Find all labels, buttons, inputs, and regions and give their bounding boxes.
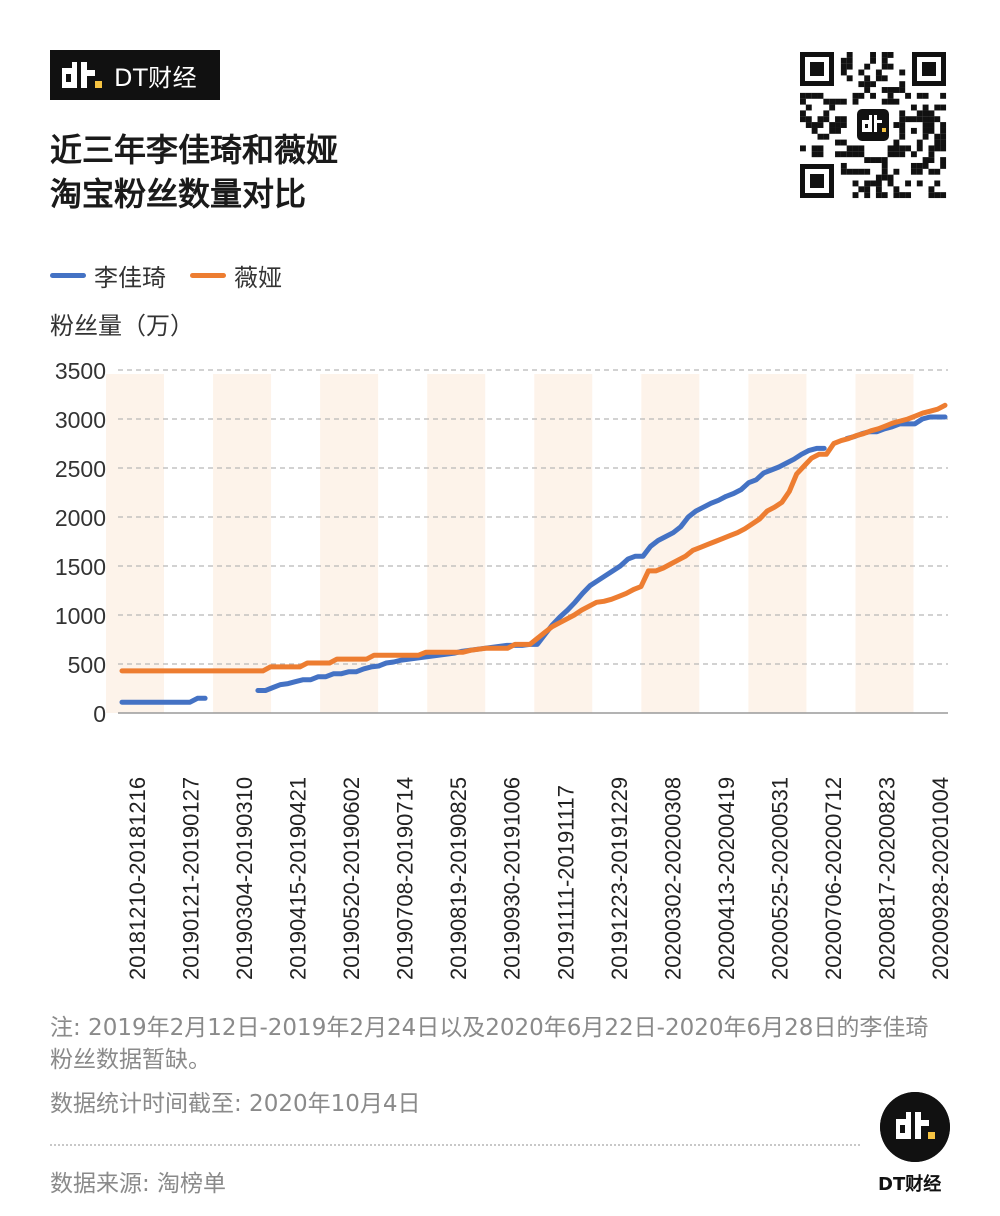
legend-item-viya: 薇娅 [190,258,282,293]
line-chart: 0 500 1000 1500 2000 2500 3000 3500 20181210-20… [55,358,953,980]
y-tick-label: 1500 [55,554,106,580]
dt-logo-icon [62,62,102,88]
legend-item-lijiaqi: 李佳琦 [50,258,166,293]
background-band [748,374,807,713]
dt-round-logo-icon [880,1092,950,1162]
x-tick-label: 20200928-20201004 [928,777,953,980]
background-band [427,374,486,713]
chart-legend: 李佳琦 薇娅 [50,258,306,293]
legend-label-lijiaqi: 李佳琦 [94,264,166,292]
x-tick-label: 20191223-20191229 [607,777,632,980]
qr-finder-bottom-left [800,164,834,198]
data-source: 数据来源: 淘榜单 [50,1171,227,1197]
legend-swatch-lijiaqi [50,273,86,278]
chart-title: 近三年李佳琦和薇娅 淘宝粉丝数量对比 [50,128,338,216]
x-tick-label: 20200302-20200308 [660,777,685,980]
qr-finder-top-left [800,52,834,86]
x-tick-label: 20190930-20191006 [500,777,525,980]
series-lines [119,402,948,705]
qr-code [798,50,948,200]
y-tick-label: 500 [68,652,106,678]
cutoff-note: 数据统计时间截至: 2020年10月4日 [50,1091,421,1117]
x-tick-label: 20190520-20190602 [339,777,364,980]
x-tick-label: 20200817-20200823 [874,777,899,980]
y-tick-label: 2500 [55,456,106,482]
legend-swatch-viya [190,273,226,278]
qr-pattern [800,52,947,199]
background-bands [106,374,914,713]
gap-note: 注: 2019年2月12日-2019年2月24日以及2020年6月22日-202… [50,1015,929,1073]
x-tick-label: 20190708-20190714 [393,777,418,980]
footer-logo-caption: DT财经 [878,1174,942,1195]
y-tick-label: 3000 [55,407,106,433]
y-tick-label: 0 [93,701,106,727]
background-band [213,374,272,713]
background-band [106,374,164,713]
gridlines [118,369,948,665]
y-tick-label: 1000 [55,603,106,629]
x-tick-label: 20181210-20181216 [125,777,150,980]
x-tick-label: 20190121-20190127 [179,777,204,980]
chart-notes: 注: 2019年2月12日-2019年2月24日以及2020年6月22日-202… [50,1012,930,1120]
series-line-viya [119,402,948,674]
series-line-lijiaqi [119,695,208,705]
brand-badge: DT财经 [50,50,220,100]
x-tick-label: 20200706-20200712 [821,777,846,980]
title-line-1: 近三年李佳琦和薇娅 [50,131,339,169]
x-tick-label: 20200525-20200531 [767,777,792,980]
brand-name: DT财经 [114,63,198,92]
x-tick-label: 20190304-20190310 [232,777,257,980]
background-band [534,374,593,713]
legend-label-viya: 薇娅 [234,264,282,292]
footer-divider [50,1144,860,1146]
x-axis-ticks: 20181210-20181216 20190121-20190127 201903… [125,777,953,980]
x-tick-label: 20190415-20190421 [286,777,311,980]
x-tick-label: 20191111-20191117 [553,785,578,980]
x-tick-label: 20200413-20200419 [714,777,739,980]
qr-finder-top-right [912,52,946,86]
series-line-lijiaqi [255,445,827,693]
background-band [641,374,700,713]
y-axis-ticks: 0 500 1000 1500 2000 2500 3000 3500 [55,358,106,727]
qr-center-logo-icon [853,105,893,145]
y-tick-label: 2000 [55,505,106,531]
y-tick-label: 3500 [55,358,106,384]
y-axis-label: 粉丝量（万） [50,312,194,340]
title-line-2: 淘宝粉丝数量对比 [50,175,307,213]
x-tick-label: 20190819-20190825 [446,777,471,980]
